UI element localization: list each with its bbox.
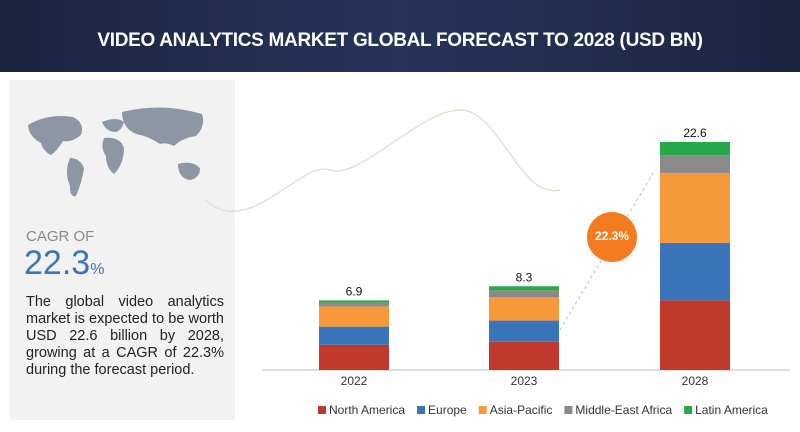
cagr-badge	[587, 212, 637, 262]
bar-segment	[319, 306, 389, 327]
bar-segment	[660, 142, 730, 156]
legend-label: Europe	[428, 403, 467, 417]
bar-segment	[660, 173, 730, 243]
title: VIDEO ANALYTICS MARKET GLOBAL FORECAST T…	[97, 30, 703, 51]
legend-swatch	[564, 406, 573, 414]
cagr-label: CAGR OF	[26, 228, 95, 245]
bar-segment	[489, 320, 559, 342]
cagr-number: 22.3	[24, 244, 91, 282]
bar-segment	[660, 242, 730, 301]
bar-segment	[660, 300, 730, 370]
decor-line	[204, 109, 561, 212]
legend-label: Asia-Pacific	[490, 403, 553, 417]
legend-label: Latin America	[695, 403, 768, 417]
world-map	[28, 107, 204, 197]
bar-segment	[319, 300, 389, 303]
total-label: 6.9	[346, 285, 363, 299]
cagr-value: 22.3%	[24, 244, 104, 283]
total-label: 22.6	[683, 126, 707, 140]
legend-swatch	[417, 406, 426, 414]
bar-segment	[489, 290, 559, 298]
bar-segment	[660, 155, 730, 174]
bar-segment	[319, 302, 389, 307]
cagr-unit: %	[90, 261, 105, 278]
cagr-badge-text: 22.3%	[595, 229, 629, 243]
x-tick-label: 2028	[682, 374, 709, 388]
legend-swatch	[478, 406, 487, 414]
legend-label: North America	[329, 403, 405, 417]
legend-label: Middle-East Africa	[575, 403, 672, 417]
bar-segment	[319, 326, 389, 345]
header	[0, 0, 800, 72]
legend-swatch	[318, 406, 326, 414]
description: The global video analytics market is exp…	[26, 294, 224, 378]
trend-arrow	[559, 169, 656, 331]
bar-segment	[489, 341, 559, 370]
legend-swatch	[684, 406, 693, 414]
total-label: 8.3	[516, 270, 533, 284]
x-tick-label: 2022	[341, 374, 368, 388]
bar-segment	[319, 344, 389, 370]
bar-segment	[489, 286, 559, 291]
x-tick-label: 2023	[511, 374, 538, 388]
bar-segment	[489, 297, 559, 321]
